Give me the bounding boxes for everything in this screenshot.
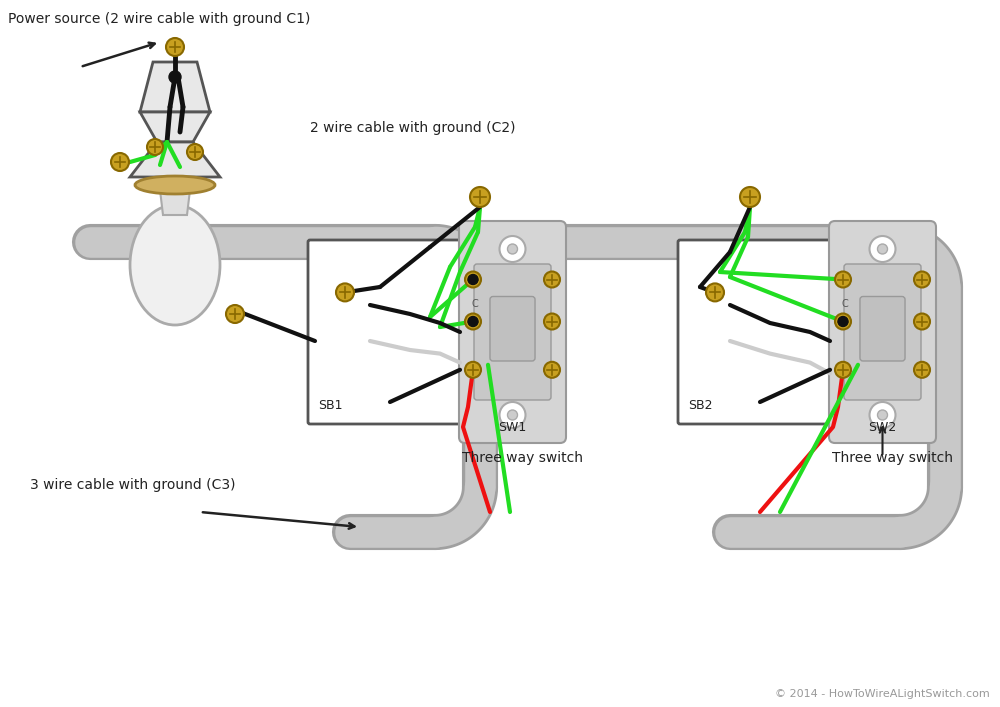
FancyBboxPatch shape	[860, 296, 905, 361]
Text: 2 wire cable with ground (C2): 2 wire cable with ground (C2)	[310, 121, 516, 135]
FancyBboxPatch shape	[308, 240, 462, 424]
Text: SW2: SW2	[868, 421, 896, 434]
FancyBboxPatch shape	[829, 221, 936, 443]
Polygon shape	[130, 142, 220, 177]
Circle shape	[500, 236, 526, 262]
Circle shape	[878, 244, 888, 254]
Text: © 2014 - HowToWireALightSwitch.com: © 2014 - HowToWireALightSwitch.com	[775, 689, 990, 699]
Text: C: C	[471, 299, 478, 309]
Circle shape	[914, 313, 930, 329]
Text: Three way switch: Three way switch	[462, 451, 583, 465]
Circle shape	[740, 187, 760, 207]
Circle shape	[169, 71, 181, 83]
Polygon shape	[140, 112, 210, 142]
Circle shape	[835, 271, 851, 288]
Circle shape	[147, 139, 163, 155]
Polygon shape	[160, 190, 190, 215]
Circle shape	[187, 144, 203, 160]
Circle shape	[468, 317, 478, 327]
Text: C: C	[841, 299, 848, 309]
Circle shape	[465, 271, 481, 288]
Ellipse shape	[135, 176, 215, 194]
Text: SW1: SW1	[498, 421, 526, 434]
Ellipse shape	[130, 205, 220, 325]
Circle shape	[508, 410, 518, 420]
Circle shape	[870, 402, 896, 428]
Text: Three way switch: Three way switch	[832, 451, 953, 465]
Circle shape	[226, 305, 244, 323]
Circle shape	[544, 362, 560, 378]
Text: SB1: SB1	[318, 399, 342, 412]
Circle shape	[835, 362, 851, 378]
Circle shape	[870, 236, 896, 262]
Circle shape	[914, 271, 930, 288]
Circle shape	[544, 271, 560, 288]
Polygon shape	[140, 62, 210, 112]
Circle shape	[500, 402, 526, 428]
Circle shape	[544, 313, 560, 329]
Text: Power source (2 wire cable with ground C1): Power source (2 wire cable with ground C…	[8, 12, 310, 26]
Circle shape	[465, 362, 481, 378]
Circle shape	[336, 284, 354, 301]
FancyBboxPatch shape	[844, 264, 921, 400]
FancyBboxPatch shape	[678, 240, 832, 424]
FancyBboxPatch shape	[490, 296, 535, 361]
Text: 3 wire cable with ground (C3): 3 wire cable with ground (C3)	[30, 478, 236, 492]
Circle shape	[508, 244, 518, 254]
FancyBboxPatch shape	[459, 221, 566, 443]
FancyBboxPatch shape	[474, 264, 551, 400]
Circle shape	[166, 38, 184, 56]
Circle shape	[835, 313, 851, 329]
Circle shape	[706, 284, 724, 301]
Circle shape	[838, 317, 848, 327]
Circle shape	[470, 187, 490, 207]
Circle shape	[878, 410, 888, 420]
Text: SB2: SB2	[688, 399, 712, 412]
Circle shape	[468, 274, 478, 284]
Circle shape	[465, 313, 481, 329]
Circle shape	[111, 153, 129, 171]
Circle shape	[914, 362, 930, 378]
